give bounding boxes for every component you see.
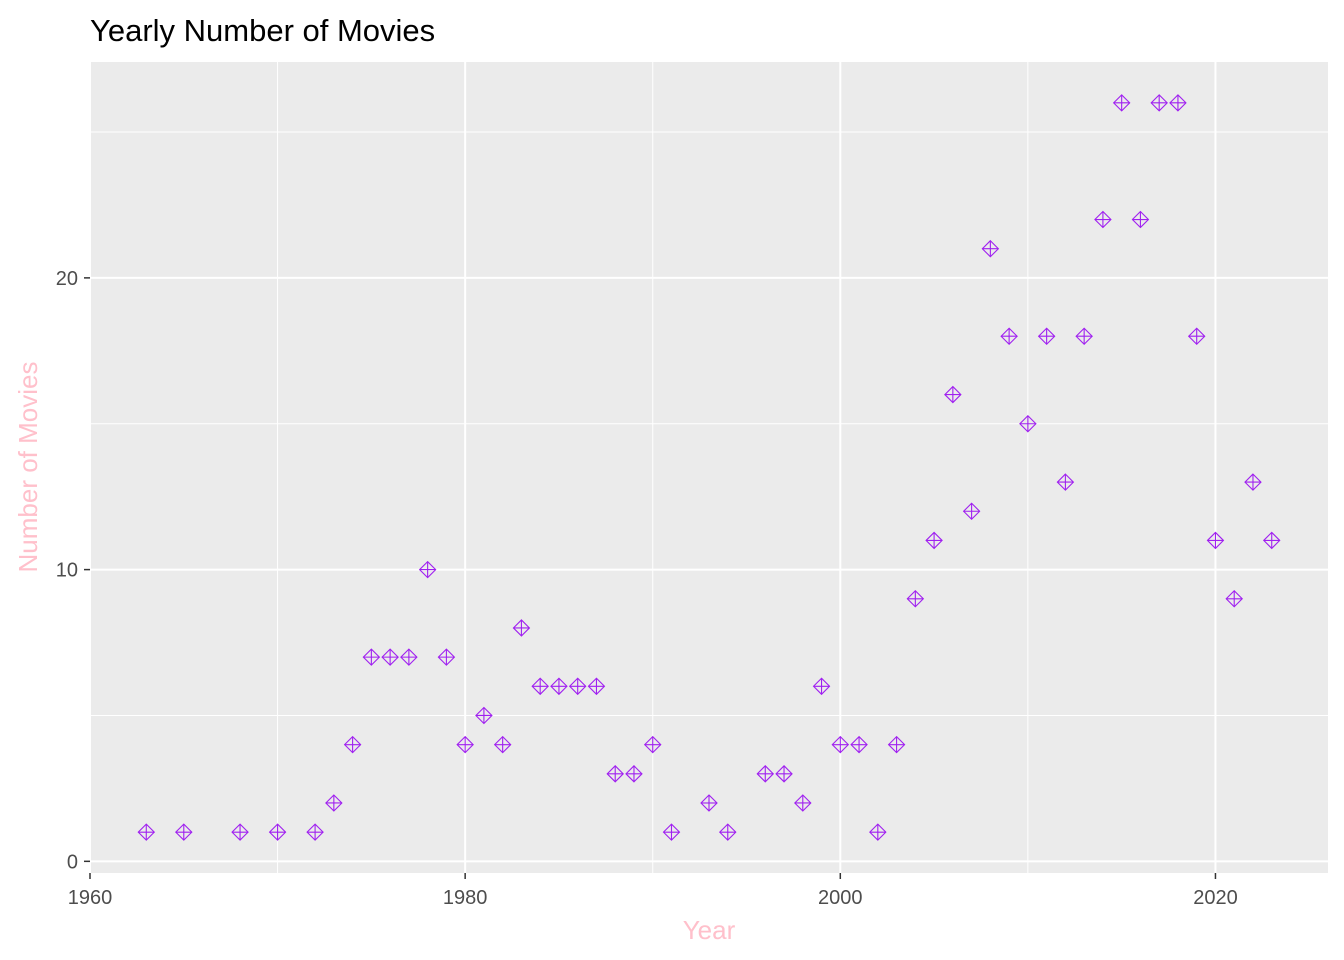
- data-point: [268, 823, 287, 841]
- data-point: [493, 735, 512, 754]
- axis-ticks: [84, 277, 1217, 879]
- data-point: [775, 765, 793, 783]
- data-point: [568, 677, 587, 696]
- data-point: [343, 735, 362, 754]
- y-tick-label: 20: [56, 268, 78, 290]
- data-point: [137, 823, 156, 841]
- data-point: [662, 823, 681, 841]
- minor-gridlines: [90, 62, 1328, 873]
- data-point: [906, 589, 925, 608]
- data-point: [1206, 531, 1225, 550]
- data-point: [831, 735, 850, 754]
- data-point: [1187, 327, 1206, 346]
- x-tick-label: 2020: [1193, 887, 1238, 909]
- major-gridlines: [89, 62, 1328, 873]
- data-point: [944, 385, 962, 404]
- y-axis-title: Number of Movies: [13, 362, 43, 573]
- data-point: [718, 823, 737, 841]
- plot-panel: [90, 62, 1328, 873]
- data-point: [1019, 414, 1037, 433]
- data-point: [325, 794, 343, 812]
- data-point: [1262, 531, 1281, 550]
- data-point: [1075, 327, 1093, 346]
- data-point: [400, 648, 418, 666]
- data-point: [850, 735, 868, 754]
- data-point: [869, 823, 887, 841]
- data-point: [1225, 589, 1243, 608]
- data-point: [587, 677, 606, 696]
- data-point: [625, 765, 643, 783]
- data-point: [1112, 94, 1131, 112]
- data-point: [925, 531, 943, 550]
- data-point: [962, 502, 981, 521]
- x-tick-labels: 1960 1980 2000 2020: [68, 887, 1238, 909]
- data-point: [756, 765, 775, 783]
- data-point: [531, 677, 549, 696]
- data-point: [381, 648, 399, 666]
- y-tick-label: 10: [56, 560, 78, 582]
- data-point: [550, 677, 568, 696]
- data-point: [512, 619, 531, 637]
- data-point: [643, 735, 662, 754]
- data-points: [137, 94, 1281, 841]
- x-axis-title: Year: [683, 915, 736, 945]
- data-point: [700, 794, 718, 812]
- data-point: [475, 706, 493, 725]
- data-point: [306, 823, 324, 841]
- data-point: [1131, 210, 1150, 229]
- x-tick-label: 2000: [818, 887, 863, 909]
- data-point: [456, 735, 474, 754]
- data-point: [418, 560, 437, 579]
- data-point: [606, 765, 624, 783]
- data-point: [1150, 94, 1168, 112]
- data-point: [794, 794, 812, 812]
- data-point: [362, 648, 381, 666]
- data-point: [1169, 94, 1187, 112]
- data-point: [231, 823, 249, 841]
- data-point: [437, 648, 456, 666]
- data-point: [1000, 327, 1018, 346]
- data-point: [887, 735, 906, 754]
- y-tick-labels: 0 10 20: [56, 268, 78, 873]
- y-tick-label: 0: [67, 851, 78, 873]
- x-tick-label: 1960: [68, 887, 113, 909]
- data-point: [175, 823, 193, 841]
- data-point: [1244, 473, 1262, 491]
- x-tick-label: 1980: [443, 887, 488, 909]
- data-point: [812, 677, 831, 696]
- data-point: [981, 239, 1000, 258]
- chart-title: Yearly Number of Movies: [90, 13, 435, 48]
- data-point: [1056, 473, 1075, 491]
- data-point: [1037, 327, 1056, 346]
- data-point: [1094, 210, 1112, 229]
